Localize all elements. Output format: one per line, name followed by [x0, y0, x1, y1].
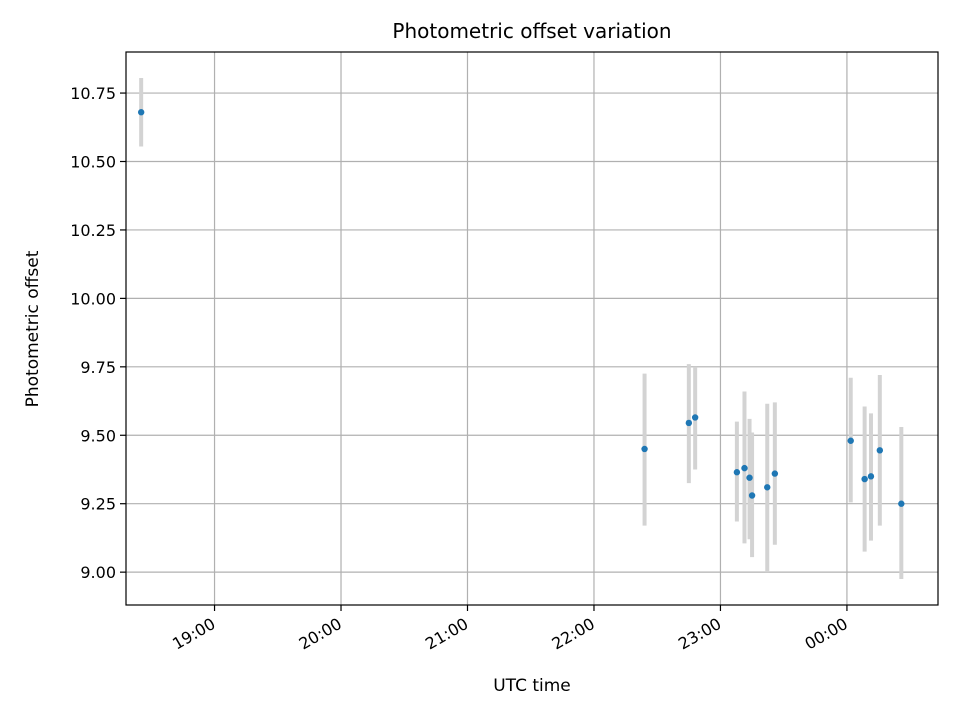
plot-frame: [125, 51, 939, 606]
y-tick-label: 9.50: [80, 426, 116, 445]
x-axis-label: UTC time: [493, 676, 571, 696]
data-point: [847, 437, 854, 444]
y-tick-label: 10.25: [70, 221, 116, 240]
data-point: [771, 470, 779, 477]
points: [137, 109, 905, 507]
data-point: [137, 109, 145, 116]
chart-title: Photometric offset variation: [392, 19, 671, 43]
data-point: [691, 414, 699, 421]
data-point: [685, 419, 693, 427]
data-point: [876, 447, 884, 454]
y-tick-label: 9.75: [80, 358, 116, 377]
data-point: [641, 445, 648, 453]
y-tick-label: 10.50: [70, 153, 116, 172]
data-point: [746, 474, 753, 481]
data-point: [867, 473, 875, 480]
data-point: [741, 464, 748, 472]
grid: [126, 52, 938, 605]
y-tick-label: 10.75: [70, 84, 116, 103]
data-point: [748, 492, 756, 499]
y-axis-label: Photometric offset: [23, 250, 43, 407]
data-point: [733, 469, 741, 476]
data-point: [764, 484, 771, 491]
y-tick-label: 9.00: [80, 563, 116, 582]
data-point: [898, 500, 905, 507]
y-tick-label: 10.00: [70, 289, 116, 308]
y-tick-label: 9.25: [80, 495, 116, 514]
data-point: [861, 475, 868, 483]
